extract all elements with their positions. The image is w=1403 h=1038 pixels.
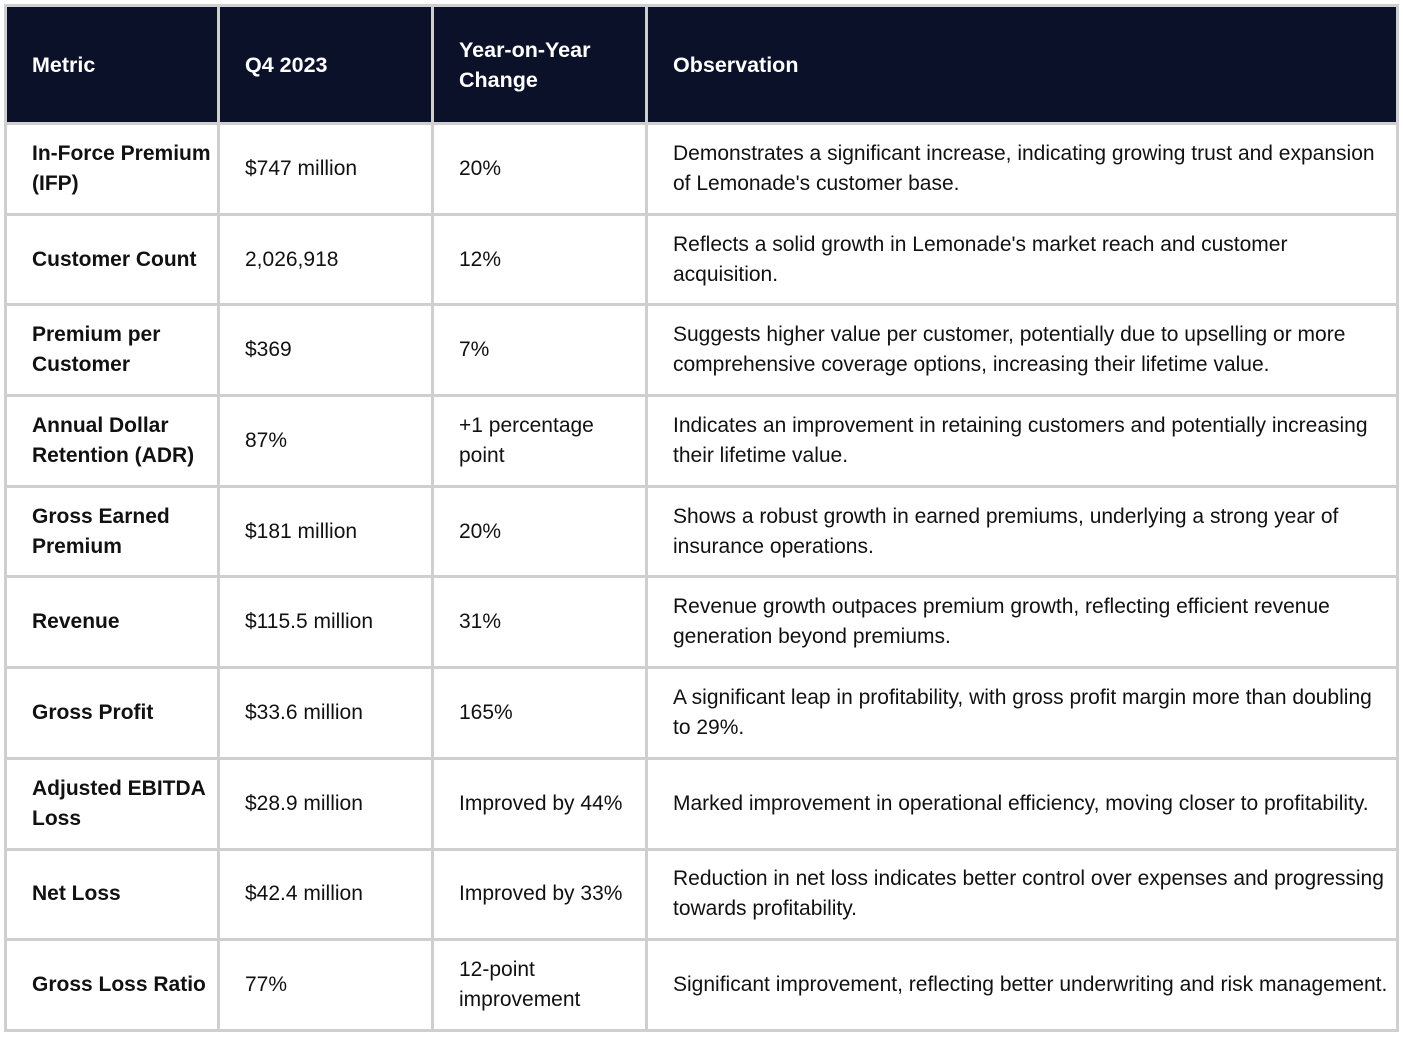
yoy-change-cell: 12% xyxy=(431,212,648,307)
observation-cell: Reflects a solid growth in Lemonade's ma… xyxy=(645,212,1399,307)
q4-value-cell: 77% xyxy=(217,938,434,1032)
q4-value-cell: $181 million xyxy=(217,484,434,579)
metric-cell: Gross Profit xyxy=(4,666,220,760)
header-metric: Metric xyxy=(4,4,220,125)
metric-cell: Gross Earned Premium xyxy=(4,484,220,579)
header-yoy-change: Year-on-Year Change xyxy=(431,4,648,125)
yoy-change-cell: 165% xyxy=(431,666,648,760)
q4-value-cell: $115.5 million xyxy=(217,575,434,670)
q4-value-cell: 2,026,918 xyxy=(217,212,434,307)
header-observation: Observation xyxy=(645,4,1399,125)
observation-cell: Reduction in net loss indicates better c… xyxy=(645,847,1399,942)
table-row: Gross Loss Ratio 77% 12-point improvemen… xyxy=(4,938,1399,1032)
table-row: Premium per Customer $369 7% Suggests hi… xyxy=(4,303,1399,398)
q4-value-cell: $28.9 million xyxy=(217,756,434,851)
observation-cell: A significant leap in profitability, wit… xyxy=(645,666,1399,760)
q4-value-cell: $369 xyxy=(217,303,434,398)
q4-value-cell: 87% xyxy=(217,394,434,488)
yoy-change-cell: 20% xyxy=(431,122,648,216)
metric-cell: Premium per Customer xyxy=(4,303,220,398)
yoy-change-cell: Improved by 33% xyxy=(431,847,648,942)
observation-cell: Shows a robust growth in earned premiums… xyxy=(645,484,1399,579)
metric-cell: Customer Count xyxy=(4,212,220,307)
table-row: Revenue $115.5 million 31% Revenue growt… xyxy=(4,575,1399,670)
yoy-change-cell: Improved by 44% xyxy=(431,756,648,851)
observation-cell: Demonstrates a significant increase, ind… xyxy=(645,122,1399,216)
table-row: Adjusted EBITDA Loss $28.9 million Impro… xyxy=(4,756,1399,851)
table-row: Gross Profit $33.6 million 165% A signif… xyxy=(4,666,1399,760)
metric-cell: Revenue xyxy=(4,575,220,670)
yoy-change-cell: 31% xyxy=(431,575,648,670)
metric-cell: Adjusted EBITDA Loss xyxy=(4,756,220,851)
yoy-change-cell: +1 percentage point xyxy=(431,394,648,488)
observation-cell: Revenue growth outpaces premium growth, … xyxy=(645,575,1399,670)
table-row: Net Loss $42.4 million Improved by 33% R… xyxy=(4,847,1399,942)
yoy-change-cell: 20% xyxy=(431,484,648,579)
yoy-change-cell: 7% xyxy=(431,303,648,398)
header-q4-2023: Q4 2023 xyxy=(217,4,434,125)
observation-cell: Indicates an improvement in retaining cu… xyxy=(645,394,1399,488)
table-row: Customer Count 2,026,918 12% Reflects a … xyxy=(4,212,1399,307)
metric-cell: Net Loss xyxy=(4,847,220,942)
q4-value-cell: $42.4 million xyxy=(217,847,434,942)
table-row: Gross Earned Premium $181 million 20% Sh… xyxy=(4,484,1399,579)
metric-cell: In-Force Premium (IFP) xyxy=(4,122,220,216)
table-row: In-Force Premium (IFP) $747 million 20% … xyxy=(4,122,1399,216)
table-row: Annual Dollar Retention (ADR) 87% +1 per… xyxy=(4,394,1399,488)
observation-cell: Marked improvement in operational effici… xyxy=(645,756,1399,851)
header-row: Metric Q4 2023 Year-on-Year Change Obser… xyxy=(4,4,1399,125)
table-header: Metric Q4 2023 Year-on-Year Change Obser… xyxy=(4,4,1399,125)
table-body: In-Force Premium (IFP) $747 million 20% … xyxy=(4,122,1399,1032)
metric-cell: Annual Dollar Retention (ADR) xyxy=(4,394,220,488)
observation-cell: Significant improvement, reflecting bett… xyxy=(645,938,1399,1032)
q4-value-cell: $33.6 million xyxy=(217,666,434,760)
observation-cell: Suggests higher value per customer, pote… xyxy=(645,303,1399,398)
metrics-table: Metric Q4 2023 Year-on-Year Change Obser… xyxy=(4,4,1399,1032)
metric-cell: Gross Loss Ratio xyxy=(4,938,220,1032)
yoy-change-cell: 12-point improvement xyxy=(431,938,648,1032)
q4-value-cell: $747 million xyxy=(217,122,434,216)
